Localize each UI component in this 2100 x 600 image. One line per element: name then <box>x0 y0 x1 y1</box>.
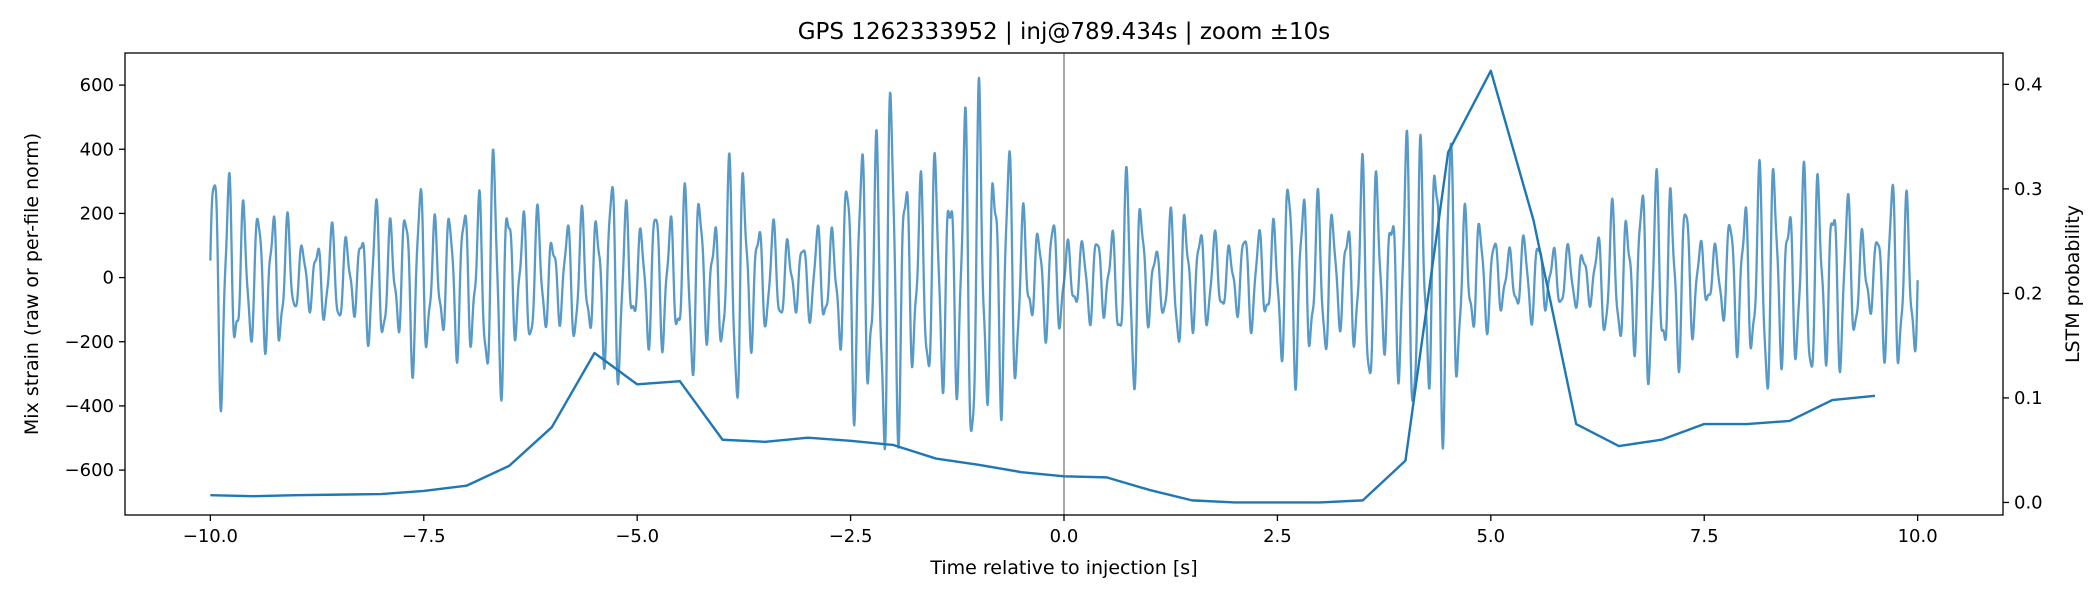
y-axis-label-right: LSTM probability <box>2062 205 2084 363</box>
x-tick-label: 10.0 <box>1898 526 1938 547</box>
chart-title: GPS 1262333952 | inj@789.434s | zoom ±10… <box>798 19 1331 45</box>
y-left-tick-label: 0 <box>103 268 114 289</box>
y-left-tick-label: 400 <box>80 139 114 160</box>
x-tick-label: −5.0 <box>615 526 659 547</box>
y-right-tick-label: 0.3 <box>2014 179 2043 200</box>
x-tick-label: 2.5 <box>1263 526 1292 547</box>
y-right-tick-label: 0.4 <box>2014 74 2043 95</box>
y-left-tick-label: 200 <box>80 203 114 224</box>
y-left-tick-label: −200 <box>65 332 114 353</box>
x-tick-label: 5.0 <box>1476 526 1505 547</box>
strain-waveform-line <box>209 76 1919 451</box>
x-axis-label: Time relative to injection [s] <box>929 557 1197 579</box>
x-tick-label: −2.5 <box>829 526 873 547</box>
lstm-probability-line <box>210 69 1876 504</box>
y-left-tick-label: −600 <box>65 460 114 481</box>
y-right-tick-label: 0.0 <box>2014 492 2043 513</box>
y-right-tick-label: 0.1 <box>2014 388 2043 409</box>
x-tick-label: −10.0 <box>183 526 238 547</box>
y-right-tick-label: 0.2 <box>2014 283 2043 304</box>
x-tick-label: −7.5 <box>402 526 446 547</box>
y-left-tick-label: 600 <box>80 75 114 96</box>
x-tick-label: 0.0 <box>1050 526 1079 547</box>
y-axis-label-left: Mix strain (raw or per-file norm) <box>21 133 43 435</box>
y-left-tick-label: −400 <box>65 396 114 417</box>
x-tick-label: 7.5 <box>1690 526 1719 547</box>
